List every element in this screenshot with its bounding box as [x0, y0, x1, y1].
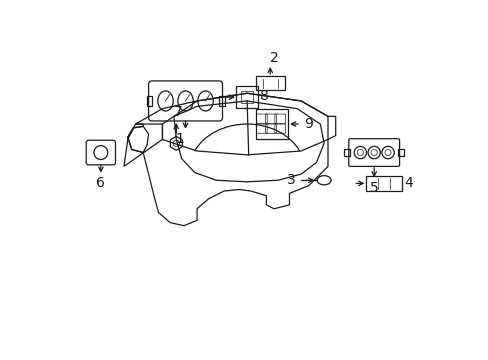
- Text: 7: 7: [173, 105, 182, 120]
- Text: 3: 3: [287, 173, 296, 187]
- Text: 5: 5: [369, 181, 378, 195]
- Text: 4: 4: [404, 176, 412, 190]
- Text: 8: 8: [259, 89, 268, 103]
- Text: 2: 2: [269, 51, 278, 65]
- Text: 6: 6: [96, 176, 105, 190]
- Text: 1: 1: [175, 132, 183, 147]
- Text: 9: 9: [304, 117, 312, 131]
